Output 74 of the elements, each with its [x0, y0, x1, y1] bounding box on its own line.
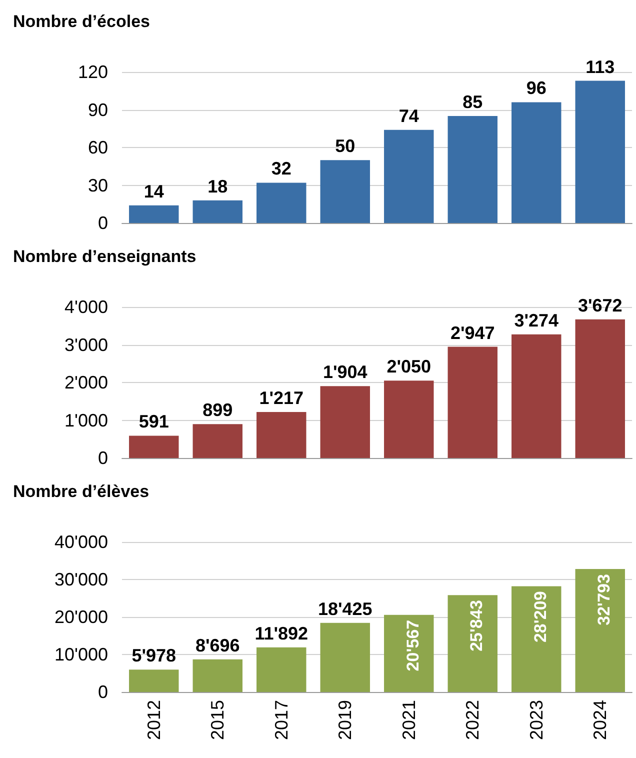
data-label: 8'696: [195, 635, 240, 656]
x-tick-label: 2024: [590, 700, 610, 740]
y-tick-label: 0: [98, 448, 108, 468]
chart-title: Nombre d’enseignants: [13, 247, 196, 266]
data-label: 96: [526, 78, 546, 98]
bar: [512, 586, 562, 692]
bar: [192, 200, 242, 223]
data-label: 14: [144, 181, 164, 202]
data-label: 113: [586, 56, 615, 77]
bar: [192, 424, 242, 458]
data-label: 591: [138, 412, 169, 432]
data-label: 85: [462, 92, 483, 112]
data-label: 5'978: [132, 646, 176, 666]
bar: [320, 622, 370, 692]
bar: [575, 319, 625, 458]
bar: [448, 116, 498, 223]
x-tick-label: 2017: [271, 700, 292, 740]
y-tick-label: 10'000: [54, 644, 108, 664]
y-tick-label: 40'000: [54, 532, 108, 552]
x-tick-label: 2019: [335, 700, 356, 740]
data-label: 2'050: [386, 356, 432, 377]
data-label: 74: [398, 106, 419, 126]
bar: [129, 205, 179, 223]
y-tick-label: 20'000: [54, 607, 108, 627]
bar: [512, 334, 562, 458]
bar: [384, 130, 434, 223]
chart-title: Nombre d’élèves: [13, 482, 150, 501]
data-label: 11'892: [254, 623, 308, 644]
data-label: 1'904: [322, 362, 368, 382]
bar: [448, 346, 498, 458]
y-tick-label: 3'000: [64, 334, 108, 355]
x-tick-label: 2015: [208, 700, 228, 740]
data-label: 50: [335, 136, 356, 156]
data-label: 25'843: [467, 600, 486, 652]
bar: [129, 436, 179, 458]
x-tick-label: 2022: [462, 700, 483, 740]
data-label: 3'274: [514, 310, 559, 330]
bar: [575, 569, 625, 692]
x-tick-label: 2021: [398, 700, 419, 740]
y-tick-label: 120: [78, 62, 108, 82]
bar: [256, 412, 306, 458]
bar: [192, 659, 242, 692]
bar: [320, 386, 370, 458]
x-tick-label: 2012: [144, 700, 164, 740]
data-label: 28'209: [530, 591, 550, 643]
bar: [448, 595, 498, 692]
data-label: 18: [208, 176, 228, 196]
y-tick-label: 0: [98, 682, 108, 702]
data-label: 2'947: [450, 322, 495, 343]
x-tick-label: 2023: [526, 700, 546, 740]
bar: [256, 647, 306, 692]
bar: [384, 380, 434, 458]
y-tick-label: 2'000: [64, 372, 108, 392]
y-tick-label: 90: [88, 100, 108, 120]
bar: [320, 160, 370, 223]
data-label: 20'567: [403, 620, 422, 672]
bar: [256, 182, 306, 223]
chart-title: Nombre d’écoles: [13, 12, 150, 31]
data-label: 32: [271, 158, 292, 179]
bar: [512, 102, 562, 223]
bar: [129, 670, 179, 692]
y-tick-label: 60: [88, 138, 108, 158]
y-tick-label: 30: [88, 175, 108, 196]
data-label: 1'217: [259, 388, 304, 408]
bar: [384, 614, 434, 692]
y-tick-label: 1'000: [64, 410, 108, 430]
data-label: 3'672: [578, 295, 622, 316]
data-label: 18'425: [318, 598, 372, 619]
data-label: 32'793: [594, 574, 614, 626]
data-label: 899: [202, 400, 233, 420]
y-tick-label: 30'000: [54, 570, 108, 590]
y-tick-label: 4'000: [64, 297, 108, 317]
bar: [575, 80, 625, 223]
y-tick-label: 0: [98, 213, 108, 233]
